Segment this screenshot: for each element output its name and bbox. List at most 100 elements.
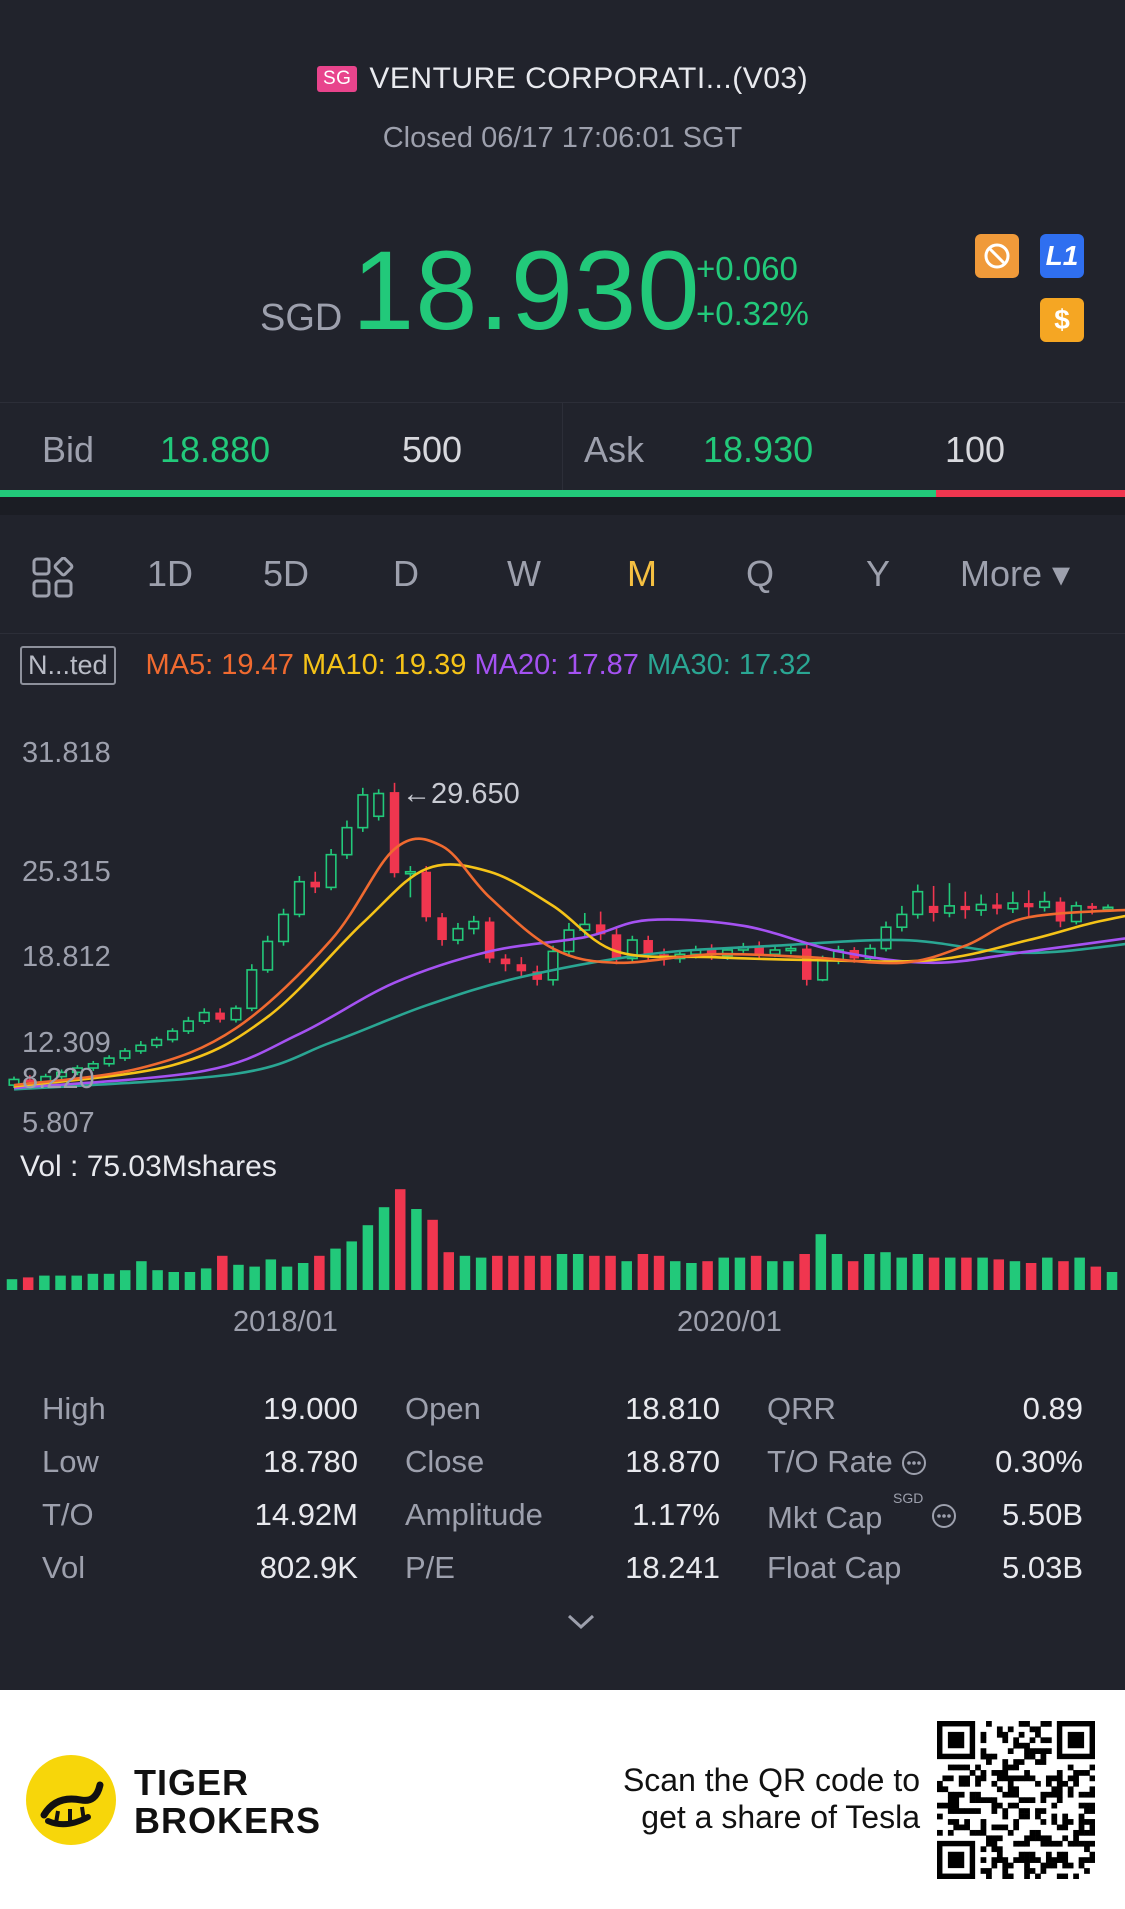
qr-module [1002, 1873, 1009, 1879]
promo-text: get a share of Tesla [641, 1799, 920, 1835]
qr-module [937, 1829, 943, 1836]
volume-bar [702, 1261, 713, 1290]
qr-module [1051, 1840, 1058, 1847]
qr-module [996, 1731, 1003, 1738]
info-icon[interactable] [900, 1449, 928, 1477]
last-price: 18.930 [352, 228, 701, 353]
volume-bar [686, 1263, 697, 1290]
qr-module [1062, 1819, 1069, 1825]
tab-d[interactable]: D [393, 553, 419, 594]
qr-module [1024, 1797, 1030, 1804]
qr-module [1002, 1770, 1009, 1776]
bid-size: 500 [402, 429, 463, 470]
candle-body [595, 924, 606, 935]
ask-strength-bar [936, 490, 1125, 497]
volume-bar [669, 1261, 681, 1290]
qr-module [1035, 1808, 1041, 1814]
stat-value: 18.810 [625, 1391, 720, 1426]
qr-module [1045, 1748, 1052, 1754]
qr-module [1073, 1775, 1079, 1782]
bid-ask-divider [562, 402, 563, 494]
volume-bar [1009, 1261, 1021, 1290]
candle-body [262, 940, 274, 971]
qr-module [1024, 1770, 1030, 1776]
qr-module [964, 1764, 970, 1771]
ma5-line [13, 837, 1125, 1087]
candlestick-chart[interactable] [0, 0, 1125, 1320]
tab-y[interactable]: Y [866, 553, 891, 594]
qr-module [986, 1835, 992, 1842]
chart-layout-icon[interactable] [32, 557, 74, 599]
qr-module [1045, 1737, 1052, 1744]
qr-module [947, 1808, 954, 1814]
qr-module [1007, 1748, 1014, 1754]
y-tick-label: 25.315 [22, 856, 111, 888]
qr-module [986, 1797, 992, 1804]
qr-module [1035, 1759, 1041, 1765]
qr-module [986, 1721, 992, 1727]
qr-module [1051, 1775, 1058, 1782]
qr-module [980, 1829, 987, 1836]
qr-module [1051, 1857, 1058, 1863]
volume-bar [799, 1254, 810, 1290]
qr-module [942, 1786, 949, 1793]
candle-body [943, 905, 956, 914]
qr-module [991, 1835, 998, 1842]
candle-body [151, 1038, 163, 1047]
tab-q[interactable]: Q [746, 553, 775, 594]
volume-bar [459, 1255, 471, 1290]
qr-module [1045, 1857, 1052, 1863]
qr-module [1084, 1802, 1090, 1809]
qr-module [996, 1786, 1003, 1793]
chevron-down-icon[interactable] [565, 1612, 597, 1632]
info-icon[interactable] [930, 1502, 958, 1530]
volume-bar [200, 1268, 212, 1290]
qr-module [986, 1759, 992, 1765]
qr-module [1078, 1813, 1085, 1820]
tab-1d[interactable]: 1D [147, 553, 194, 594]
tab-more[interactable]: More ▾ [960, 553, 1071, 594]
qr-module [1040, 1819, 1047, 1825]
trading-halt-icon[interactable] [975, 234, 1019, 278]
tab-m[interactable]: M [627, 553, 657, 594]
qr-module [1045, 1780, 1052, 1787]
volume-bar [718, 1257, 730, 1290]
candle-body [404, 870, 416, 875]
qr-module [1013, 1819, 1020, 1825]
max-price-marker: ←29.650 [402, 778, 520, 810]
qr-module [1084, 1868, 1090, 1874]
qr-module [947, 1797, 954, 1804]
candle-body [310, 881, 321, 888]
qr-module [1051, 1786, 1058, 1793]
qr-module [1040, 1737, 1047, 1744]
tab-w[interactable]: W [507, 553, 541, 594]
qr-module [1007, 1829, 1014, 1836]
volume-bar [55, 1275, 66, 1290]
candle-body [166, 1030, 179, 1041]
qr-module [1078, 1824, 1085, 1831]
qr-module [1040, 1862, 1047, 1869]
qr-module [1040, 1840, 1047, 1847]
qr-module [1084, 1840, 1090, 1847]
qr-module [1007, 1764, 1014, 1771]
indicator-selector[interactable]: N...ted [20, 646, 116, 685]
qr-module [1024, 1775, 1030, 1782]
volume-bar [880, 1252, 891, 1290]
dollar-icon[interactable]: $ [1040, 298, 1084, 342]
volume-bar [961, 1257, 972, 1290]
tab-5d[interactable]: 5D [263, 553, 310, 594]
candle-body [754, 947, 764, 955]
qr-module [975, 1764, 981, 1771]
qr-module [980, 1737, 987, 1744]
qr-module [1078, 1802, 1085, 1809]
qr-module [1024, 1851, 1030, 1858]
qr-module [1089, 1775, 1095, 1782]
qr-module [1056, 1791, 1063, 1798]
volume-bar [22, 1277, 34, 1290]
qr-code[interactable] [937, 1721, 1095, 1879]
volume-bar [297, 1263, 309, 1290]
stat-label: T/O [42, 1497, 94, 1532]
level1-icon[interactable]: L1 [1040, 234, 1084, 278]
qr-module [991, 1824, 998, 1831]
qr-module [996, 1824, 1003, 1831]
